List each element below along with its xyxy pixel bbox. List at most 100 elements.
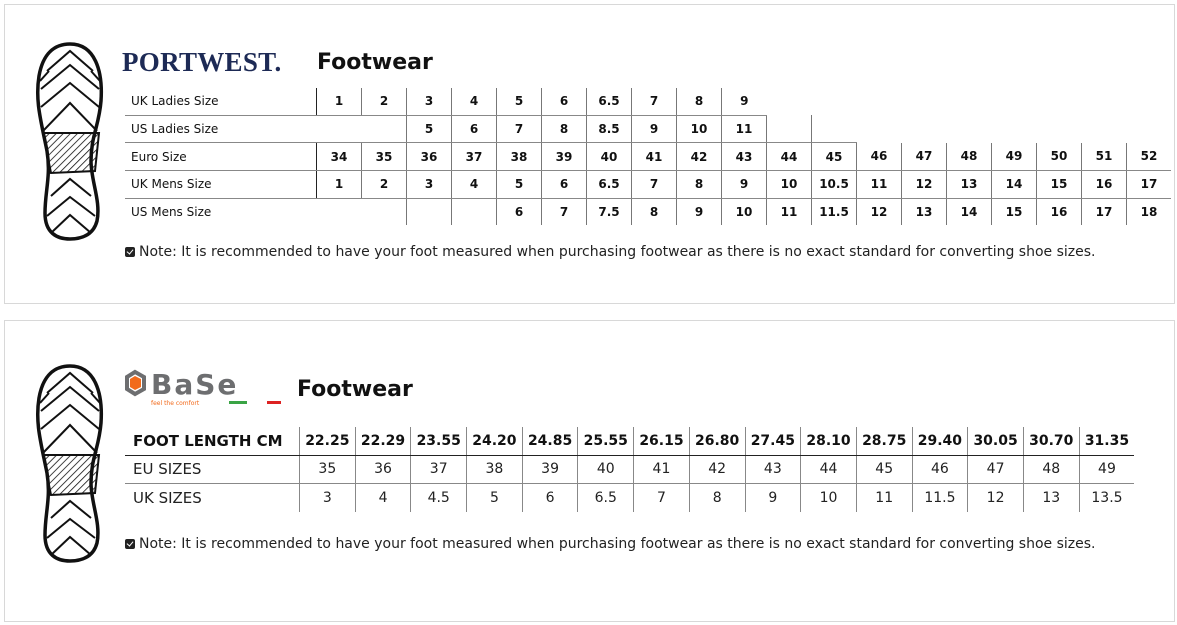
size-cell: 41 xyxy=(633,455,690,484)
size-cell: 7 xyxy=(631,88,677,116)
size-cell: 35 xyxy=(299,455,356,484)
size-cell: 40 xyxy=(577,455,634,484)
size-cell xyxy=(362,198,407,225)
size-cell: 12 xyxy=(901,170,947,199)
size-cell: 22.25 xyxy=(299,427,356,456)
table-row: Euro Size 34 35 36 37 38 39 40 41 42 43 44 45 46 47 48 4… xyxy=(125,142,1171,172)
base-panel: BaSe feel the comfort Footwear FOOT LENG… xyxy=(4,320,1175,622)
table-row: UK Ladies Size 1 2 3 4 5 6 6.5 7 8 9 xyxy=(125,88,1171,116)
size-cell: 6 xyxy=(541,170,587,199)
size-cell: 4 xyxy=(354,483,411,512)
size-cell: 1 xyxy=(316,88,362,116)
size-cell: 18 xyxy=(1126,198,1171,226)
size-cell: 9 xyxy=(721,88,767,116)
size-cell: 6 xyxy=(541,88,587,116)
size-cell: 40 xyxy=(586,142,632,172)
size-cell: 17 xyxy=(1126,170,1171,199)
table-row: UK SIZES 3 4 4.5 5 6 6.5 7 8 9 10 11 11.5 12 13 13.5 xyxy=(125,483,1135,512)
size-cell: 2 xyxy=(361,170,407,199)
size-cell: 13 xyxy=(901,198,947,226)
size-cell: 47 xyxy=(967,455,1024,484)
portwest-title: Footwear xyxy=(317,50,433,75)
row-label: Euro Size xyxy=(125,142,317,172)
size-cell: 2 xyxy=(361,88,407,116)
size-cell: 11.5 xyxy=(911,483,968,512)
size-cell: 22.29 xyxy=(354,427,411,456)
size-cell: 24.20 xyxy=(466,427,523,456)
size-cell: 5 xyxy=(496,170,542,199)
size-cell: 11 xyxy=(855,483,913,512)
size-cell: 13 xyxy=(1022,483,1080,512)
note-text: Note: It is recommended to have your foo… xyxy=(139,536,1096,552)
size-cell: 29.40 xyxy=(911,427,968,456)
size-cell: 4 xyxy=(451,88,497,116)
size-cell: 7 xyxy=(631,170,677,199)
size-cell: 3 xyxy=(406,170,452,199)
size-cell: 8.5 xyxy=(586,115,632,144)
size-cell: 6.5 xyxy=(577,483,634,512)
size-cell: 43 xyxy=(744,455,801,484)
size-cell: 6.5 xyxy=(586,170,632,199)
size-cell: 7 xyxy=(496,115,542,144)
size-cell: 43 xyxy=(721,142,767,172)
portwest-logo: PORTWEST. xyxy=(122,47,282,77)
size-cell: 9 xyxy=(676,198,722,226)
size-cell: 31.35 xyxy=(1078,427,1135,456)
size-cell: 10 xyxy=(800,483,857,512)
row-label: UK Ladies Size xyxy=(125,88,317,116)
portwest-note: Note: It is recommended to have your foo… xyxy=(125,244,1095,260)
size-cell: 11 xyxy=(766,198,812,226)
size-cell: 26.15 xyxy=(633,427,690,456)
size-cell: 49 xyxy=(991,142,1037,172)
size-cell xyxy=(361,115,407,144)
size-cell: 34 xyxy=(316,142,362,172)
svg-text:BaSe: BaSe xyxy=(151,369,238,401)
size-cell: 51 xyxy=(1081,142,1127,172)
size-cell: 25.55 xyxy=(577,427,634,456)
shoe-sole-icon xyxy=(35,363,105,563)
size-cell: 39 xyxy=(541,142,587,172)
size-cell: 12 xyxy=(967,483,1024,512)
size-cell: 13.5 xyxy=(1078,483,1135,512)
size-cell: 7 xyxy=(541,198,587,226)
size-cell xyxy=(811,115,857,144)
size-cell: 27.45 xyxy=(744,427,801,456)
row-label: EU SIZES xyxy=(125,455,300,484)
size-cell: 35 xyxy=(361,142,407,172)
size-cell: 30.05 xyxy=(967,427,1024,456)
size-cell: 9 xyxy=(631,115,677,144)
portwest-size-table: UK Ladies Size 1 2 3 4 5 6 6.5 7 8 9 US Ladies Size… xyxy=(125,88,1171,226)
row-label: UK SIZES xyxy=(133,488,202,507)
size-cell: 37 xyxy=(410,455,467,484)
size-cell: 13 xyxy=(946,170,992,199)
row-label: UK Mens Size xyxy=(125,170,317,199)
note-text: Note: It is recommended to have your foo… xyxy=(139,244,1096,260)
size-cell: 5 xyxy=(466,483,523,512)
size-cell: 10 xyxy=(721,198,767,226)
size-cell: 36 xyxy=(406,142,452,172)
row-label: US Mens Size xyxy=(131,205,212,220)
size-cell xyxy=(317,198,362,225)
size-cell: 48 xyxy=(946,142,992,172)
size-cell: 5 xyxy=(406,115,452,144)
size-cell: 4 xyxy=(451,170,497,199)
table-row: FOOT LENGTH CM 22.25 22.29 23.55 24.20 24.85 2… xyxy=(125,427,1135,456)
size-cell: 6 xyxy=(451,115,497,144)
size-cell: 42 xyxy=(676,142,722,172)
size-cell: 16 xyxy=(1081,170,1127,199)
size-cell: 39 xyxy=(521,455,578,484)
size-cell: 15 xyxy=(1036,170,1082,199)
size-cell xyxy=(766,115,812,144)
size-cell: 9 xyxy=(721,170,767,199)
checkbox-icon xyxy=(125,247,135,257)
size-cell: 42 xyxy=(688,455,745,484)
row-label: FOOT LENGTH CM xyxy=(125,427,300,456)
size-cell: 3 xyxy=(406,88,452,116)
table-row: US Ladies Size 5 6 7 8 8.5 9 10 11 xyxy=(125,115,1171,144)
size-cell: 38 xyxy=(466,455,523,484)
size-cell: 23.55 xyxy=(410,427,467,456)
base-title: Footwear xyxy=(297,377,413,402)
size-cell: 44 xyxy=(800,455,857,484)
size-cell: 41 xyxy=(631,142,677,172)
size-cell: 8 xyxy=(676,88,722,116)
